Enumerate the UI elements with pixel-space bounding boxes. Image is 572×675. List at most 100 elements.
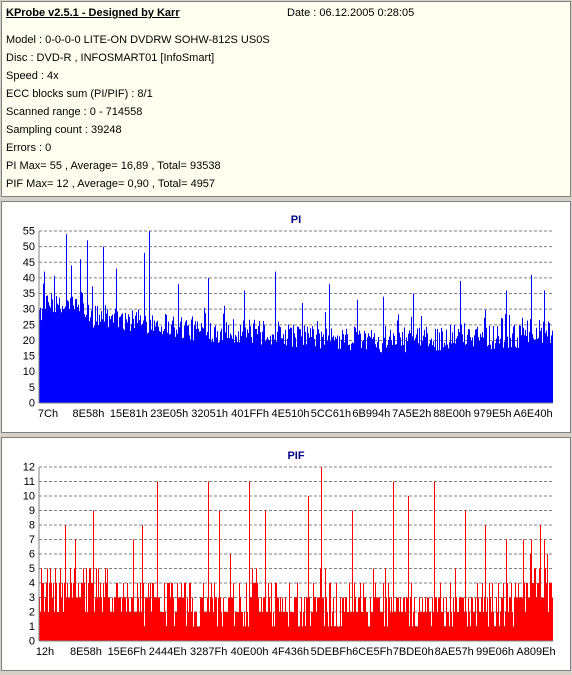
bar xyxy=(102,612,103,641)
bar xyxy=(110,319,111,403)
info-ecc-blocks: ECC blocks sum (PI/PIF) : 8/1 xyxy=(6,88,153,100)
bar xyxy=(350,612,351,641)
bar xyxy=(162,612,163,641)
bar xyxy=(261,344,262,403)
bar xyxy=(266,339,267,403)
bar xyxy=(147,597,148,641)
bar xyxy=(411,316,412,403)
bar xyxy=(169,334,170,403)
bar xyxy=(247,329,248,403)
bar xyxy=(289,329,290,403)
bar xyxy=(167,583,168,641)
bar xyxy=(447,344,448,403)
bar xyxy=(185,583,186,641)
bar xyxy=(86,314,87,403)
bar xyxy=(485,525,486,641)
bar xyxy=(151,612,152,641)
bar xyxy=(200,331,201,403)
bar xyxy=(474,612,475,641)
bar xyxy=(232,597,233,641)
bar xyxy=(278,597,279,641)
bar xyxy=(491,349,492,403)
bar xyxy=(467,626,468,641)
info-speed: Speed : 4x xyxy=(6,70,59,82)
bar xyxy=(519,325,520,403)
bar xyxy=(236,336,237,403)
bar xyxy=(395,344,396,403)
bar xyxy=(338,348,339,403)
bar xyxy=(300,612,301,641)
bar xyxy=(488,626,489,641)
bar xyxy=(68,597,69,641)
bar xyxy=(267,612,268,641)
bar xyxy=(371,612,372,641)
bar xyxy=(178,597,179,641)
bar xyxy=(100,583,101,641)
bar xyxy=(153,330,154,403)
bar xyxy=(128,314,129,403)
bar xyxy=(478,337,479,403)
bar xyxy=(308,496,309,641)
bar xyxy=(544,539,545,641)
bar xyxy=(384,626,385,641)
bar xyxy=(57,612,58,641)
bar xyxy=(360,583,361,641)
bar xyxy=(359,330,360,403)
bar xyxy=(458,612,459,641)
bar xyxy=(60,309,61,403)
bar xyxy=(299,626,300,641)
bar xyxy=(61,312,62,403)
bar xyxy=(117,311,118,403)
bar xyxy=(66,234,67,403)
bar xyxy=(138,597,139,641)
bar xyxy=(220,597,221,641)
bar xyxy=(118,327,119,403)
bar xyxy=(44,612,45,641)
bar xyxy=(258,325,259,403)
bar xyxy=(331,328,332,403)
bar xyxy=(164,329,165,403)
bar xyxy=(409,626,410,641)
bar xyxy=(160,331,161,403)
bar xyxy=(469,329,470,403)
bar xyxy=(485,309,486,403)
bar xyxy=(182,597,183,641)
bar xyxy=(309,597,310,641)
bar xyxy=(62,583,63,641)
bar xyxy=(140,315,141,403)
bar xyxy=(459,597,460,641)
bar xyxy=(413,293,414,403)
bar xyxy=(493,612,494,641)
bar xyxy=(394,335,395,403)
bar xyxy=(113,322,114,403)
bar xyxy=(530,554,531,641)
bar xyxy=(43,583,44,641)
y-tick-label: 4 xyxy=(29,578,35,590)
bar xyxy=(226,322,227,403)
bar xyxy=(364,597,365,641)
bar xyxy=(330,341,331,403)
bar xyxy=(152,583,153,641)
bar xyxy=(44,271,45,403)
bar xyxy=(524,583,525,641)
bar xyxy=(59,583,60,641)
bar xyxy=(421,315,422,403)
bar xyxy=(341,626,342,641)
bar xyxy=(442,331,443,403)
bar xyxy=(335,336,336,403)
bar xyxy=(277,331,278,403)
bar xyxy=(398,314,399,403)
bar xyxy=(431,338,432,403)
bar xyxy=(539,568,540,641)
x-tick-label: 6B994h xyxy=(352,408,390,420)
bar xyxy=(372,339,373,403)
bar xyxy=(529,597,530,641)
bar xyxy=(476,626,477,641)
bar xyxy=(112,314,113,403)
x-tick-label: 2444Eh xyxy=(149,646,187,658)
bar xyxy=(460,597,461,641)
bar xyxy=(349,344,350,403)
bar xyxy=(307,597,308,641)
bar xyxy=(220,331,221,403)
bar xyxy=(95,305,96,403)
